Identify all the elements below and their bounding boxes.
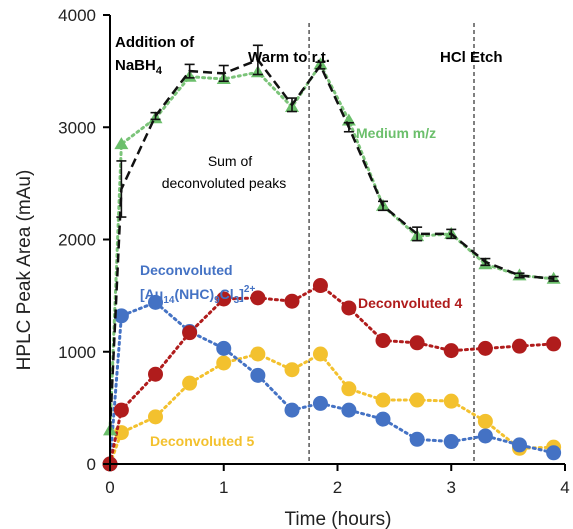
point-blue-2	[148, 294, 163, 310]
point-yellow-6	[284, 362, 300, 378]
point-red-2	[148, 366, 163, 382]
point-blue-10	[409, 431, 425, 447]
point-red-10	[409, 335, 425, 351]
x-tick-label-1: 1	[219, 478, 228, 497]
annotation-sum-line1: Sum of	[208, 153, 252, 169]
point-blue-4	[216, 340, 232, 356]
y-tick-label-2: 2000	[58, 231, 96, 250]
point-yellow-2	[148, 409, 163, 425]
point-yellow-12	[477, 413, 493, 429]
point-blue-13	[512, 437, 527, 453]
annotation-addition-line1: Addition of	[115, 34, 195, 51]
annotation-addition-sub: 4	[156, 65, 163, 77]
series-sum	[108, 44, 559, 431]
point-blue-1	[113, 308, 129, 324]
x-axis-title: Time (hours)	[285, 509, 392, 529]
label-blue-cl: Cl	[220, 286, 234, 302]
y-tick-label-0: 0	[87, 455, 96, 474]
point-blue-8	[341, 402, 357, 418]
point-blue-12	[477, 428, 493, 444]
label-blue-au: [Au	[140, 286, 163, 302]
point-blue-6	[284, 402, 300, 418]
label-medium: Medium m/z	[356, 125, 436, 141]
point-red-14	[546, 336, 562, 352]
series-line-sum	[108, 58, 554, 431]
point-yellow-7	[312, 346, 328, 362]
point-red-3	[182, 325, 198, 341]
label-blue-bracket: ]	[239, 286, 244, 302]
point-red-9	[375, 333, 391, 349]
point-red-7	[312, 278, 328, 294]
label-blue-sub1: 14	[163, 295, 175, 306]
point-blue-9	[375, 411, 391, 427]
point-red-6	[284, 293, 300, 309]
label-blue-sub3: 3	[234, 295, 240, 306]
point-red-13	[512, 338, 527, 354]
y-tick-label-1: 1000	[58, 343, 96, 362]
point-yellow-4	[216, 355, 232, 371]
point-yellow-5	[250, 346, 266, 362]
point-red-12	[477, 340, 493, 356]
point-yellow-11	[443, 393, 459, 409]
point-red-4	[216, 291, 232, 307]
ticks: 0 1000 2000 3000 4000 0 1 2 3 4	[58, 6, 570, 497]
label-red: Deconvoluted 4	[358, 295, 462, 311]
annotation-warm: Warm to r.t.	[248, 49, 330, 66]
y-axis-title: HPLC Peak Area (mAu)	[14, 170, 35, 371]
point-red-1	[113, 402, 129, 418]
label-blue-line1: Deconvoluted	[140, 262, 233, 278]
y-tick-label-3: 3000	[58, 118, 96, 137]
point-yellow-10	[409, 392, 425, 408]
point-red-5	[250, 290, 266, 306]
x-tick-label-3: 3	[447, 478, 456, 497]
y-tick-label-4: 4000	[58, 6, 96, 25]
annotation-addition-nabh: NaBH	[115, 57, 156, 74]
x-tick-label-2: 2	[333, 478, 342, 497]
label-yellow: Deconvoluted 5	[150, 433, 254, 449]
label-blue-line2: [Au14(NHC)9Cl3]2+	[140, 284, 255, 306]
annotation-sum-line2: deconvoluted peaks	[162, 175, 287, 191]
series-yellow	[102, 346, 562, 472]
point-blue-5	[250, 367, 266, 383]
series-medium	[103, 57, 561, 436]
annotation-hcl: HCl Etch	[440, 49, 503, 66]
label-blue-sub2: 9	[214, 295, 220, 306]
point-blue-11	[443, 434, 459, 450]
point-red-11	[443, 343, 459, 359]
label-blue-sup: 2+	[244, 284, 256, 295]
point-medium-1	[114, 137, 129, 150]
point-blue-7	[312, 395, 328, 411]
series-layer	[102, 44, 562, 472]
annotation-addition-line2: NaBH4	[115, 57, 163, 77]
point-yellow-8	[341, 381, 357, 397]
label-blue-nhc: (NHC)	[174, 286, 214, 302]
point-blue-14	[546, 445, 562, 461]
point-yellow-9	[375, 392, 391, 408]
x-tick-label-4: 4	[560, 478, 569, 497]
point-red-8	[341, 300, 357, 316]
axes	[109, 15, 565, 465]
point-yellow-3	[182, 375, 198, 391]
series-line-medium	[108, 61, 556, 432]
x-tick-label-0: 0	[105, 478, 114, 497]
